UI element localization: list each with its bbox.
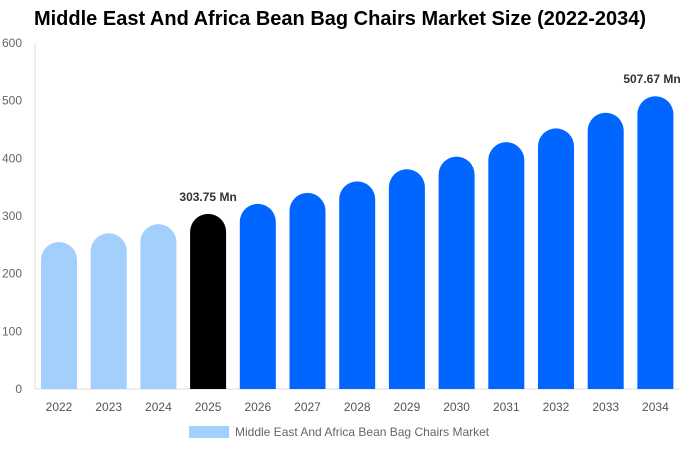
x-tick-label: 2022 <box>46 400 73 414</box>
bar-2032 <box>538 128 574 389</box>
x-tick-label: 2030 <box>443 400 470 414</box>
bar-2024 <box>140 224 177 389</box>
bar-2031 <box>488 142 525 389</box>
y-tick-label: 600 <box>2 36 22 50</box>
x-tick-label: 2025 <box>195 400 222 414</box>
y-tick-label: 0 <box>15 382 22 396</box>
bar-2034 <box>637 96 674 389</box>
bar-2026 <box>239 203 276 389</box>
y-tick-label: 500 <box>2 94 22 108</box>
x-tick-label: 2028 <box>344 400 371 414</box>
bar-2033 <box>587 112 624 389</box>
x-tick-label: 2027 <box>294 400 321 414</box>
bar-2027 <box>289 192 326 389</box>
bar-2028 <box>339 181 376 389</box>
bar-2025 <box>190 213 227 389</box>
x-tick-label: 2033 <box>592 400 619 414</box>
bar-2022 <box>41 241 77 389</box>
y-tick-label: 100 <box>2 324 22 338</box>
y-tick-label: 300 <box>2 209 22 223</box>
data-label: 303.75 Mn <box>179 190 236 204</box>
x-tick-label: 2029 <box>394 400 421 414</box>
x-tick-label: 2031 <box>493 400 520 414</box>
x-tick-label: 2023 <box>95 400 122 414</box>
x-tick-label: 2032 <box>543 400 570 414</box>
y-tick-label: 400 <box>2 151 22 165</box>
legend: Middle East And Africa Bean Bag Chairs M… <box>189 425 489 439</box>
bar-2030 <box>438 156 475 389</box>
x-tick-label: 2034 <box>642 400 669 414</box>
y-tick-label: 200 <box>2 267 22 281</box>
bar-2023 <box>90 233 127 389</box>
legend-swatch <box>189 426 229 438</box>
chart-title: Middle East And Africa Bean Bag Chairs M… <box>33 8 647 30</box>
data-label: 507.67 Mn <box>623 72 680 86</box>
bar-2029 <box>388 169 425 389</box>
legend-label: Middle East And Africa Bean Bag Chairs M… <box>235 425 490 439</box>
x-tick-label: 2024 <box>145 400 172 414</box>
x-tick-label: 2026 <box>244 400 271 414</box>
